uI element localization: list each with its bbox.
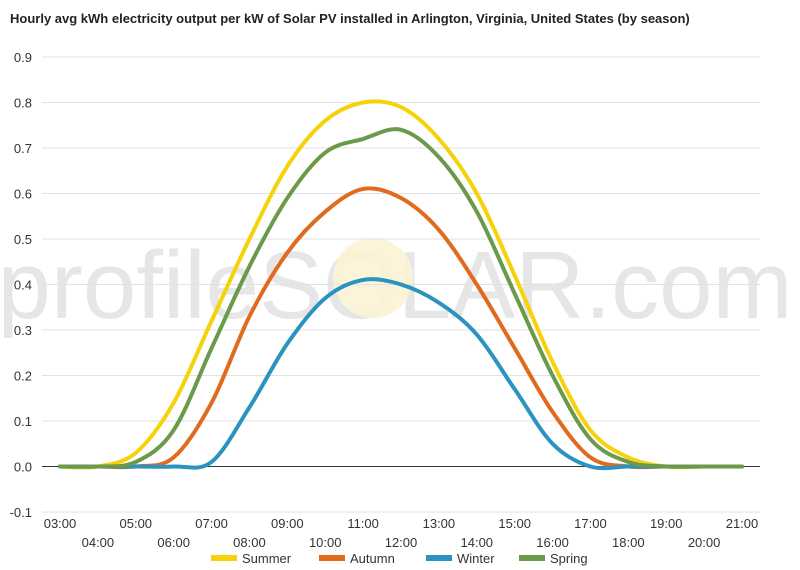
legend-swatch (519, 555, 545, 561)
y-tick-label: 0.8 (14, 96, 32, 111)
x-tick-label: 17:00 (574, 516, 607, 531)
x-tick-label: 12:00 (385, 535, 418, 550)
x-tick-label: 20:00 (688, 535, 721, 550)
x-tick-label: 18:00 (612, 535, 645, 550)
y-tick-label: 0.0 (14, 460, 32, 475)
x-tick-label: 04:00 (82, 535, 115, 550)
chart-title: Hourly avg kWh electricity output per kW… (10, 11, 690, 26)
x-tick-label: 06:00 (157, 535, 190, 550)
x-tick-label: 10:00 (309, 535, 342, 550)
grid-lines (42, 56, 760, 513)
x-tick-label: 03:00 (44, 516, 77, 531)
x-tick-label: 15:00 (498, 516, 531, 531)
series-line-spring (58, 127, 744, 469)
series-line-summer (58, 99, 744, 470)
y-tick-label: -0.1 (10, 505, 32, 520)
legend-item-spring[interactable]: Spring (519, 551, 588, 566)
legend-label: Autumn (350, 551, 395, 566)
legend-label: Spring (550, 551, 588, 566)
x-tick-label: 07:00 (195, 516, 228, 531)
x-tick-label: 16:00 (536, 535, 569, 550)
x-tick-label: 09:00 (271, 516, 304, 531)
legend-swatch (211, 555, 237, 561)
y-tick-label: 0.7 (14, 141, 32, 156)
x-tick-label: 21:00 (726, 516, 759, 531)
legend-item-summer[interactable]: Summer (211, 551, 292, 566)
y-tick-label: 0.6 (14, 187, 32, 202)
legend-swatch (426, 555, 452, 561)
legend-label: Winter (457, 551, 495, 566)
y-tick-label: 0.2 (14, 369, 32, 384)
x-tick-label: 08:00 (233, 535, 266, 550)
legend: Summer Autumn Winter Spring (211, 551, 588, 566)
x-tick-label: 11:00 (347, 516, 379, 531)
x-tick-label: 19:00 (650, 516, 683, 531)
y-tick-label: 0.3 (14, 323, 32, 338)
series-line-winter (58, 277, 744, 471)
x-tick-label: 05:00 (120, 516, 153, 531)
x-tick-label: 14:00 (461, 535, 494, 550)
x-axis-ticks: 03:00 04:00 05:00 06:00 07:00 08:00 09:00 10:00… (44, 516, 759, 550)
legend-item-winter[interactable]: Winter (426, 551, 495, 566)
y-tick-label: 0.5 (14, 232, 32, 247)
y-tick-label: 0.4 (14, 278, 32, 293)
x-tick-label: 13:00 (423, 516, 456, 531)
y-tick-label: 0.9 (14, 50, 32, 65)
series-lines (58, 99, 744, 471)
legend-item-autumn[interactable]: Autumn (319, 551, 395, 566)
legend-label: Summer (242, 551, 292, 566)
legend-swatch (319, 555, 345, 561)
y-axis-ticks: -0.1 0.0 0.1 0.2 0.3 0.4 0.5 0.6 0.7 0.8 0.9 (10, 50, 32, 520)
y-tick-label: 0.1 (14, 414, 32, 429)
